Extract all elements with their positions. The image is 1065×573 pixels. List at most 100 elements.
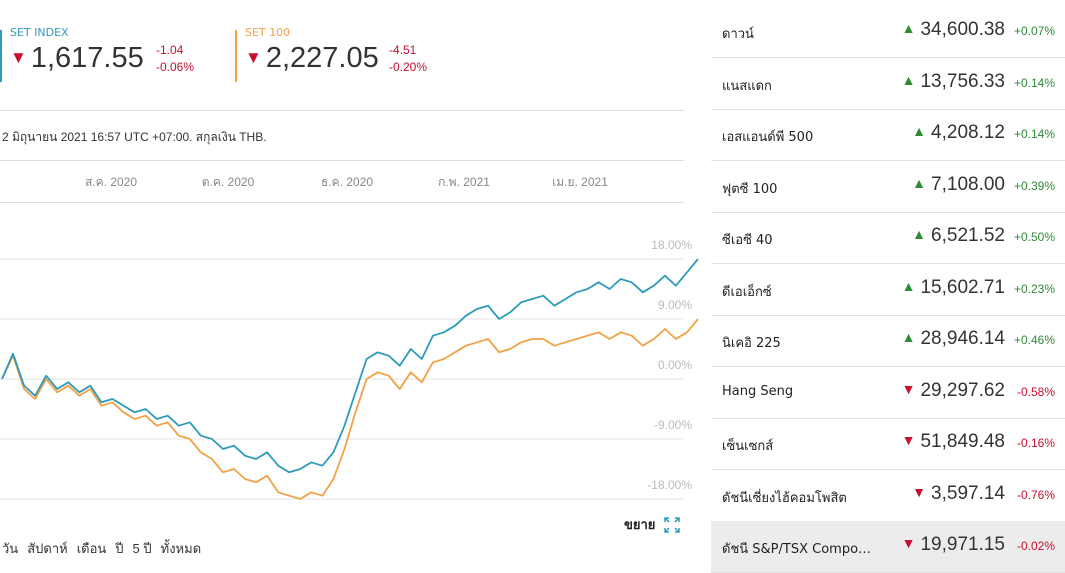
range-day[interactable]: วัน: [2, 541, 19, 556]
market-row[interactable]: ฟุตซี 100 ▲ 7,108.00 +0.39%: [711, 161, 1065, 213]
timestamp-currency-note: 2 มิถุนายน 2021 16:57 UTC +07:00. สกุลเง…: [2, 130, 267, 144]
market-change: -0.76%: [1016, 487, 1055, 502]
divider: [0, 202, 684, 203]
set100-change: -4.51: [389, 43, 417, 57]
market-value: 7,108.00: [931, 173, 1005, 195]
market-name: ดีเอเอ็กซ์: [722, 284, 772, 300]
market-value-wrap: ▲ 15,602.71: [902, 277, 1005, 299]
divider: [0, 110, 684, 111]
market-value: 28,946.14: [920, 328, 1005, 349]
range-week[interactable]: สัปดาห์: [27, 541, 68, 556]
market-change: -0.58%: [1016, 384, 1055, 399]
up-arrow-icon: ▲: [901, 71, 916, 88]
market-value-wrap: ▲ 7,108.00: [912, 174, 1005, 196]
divider: [0, 160, 684, 161]
set-index-value: 1,617.55: [30, 42, 144, 74]
market-name: Hang Seng: [722, 383, 794, 399]
world-markets-list: ดาวน์ ▲ 34,600.38 +0.07% แนสแดก ▲ 13,756.33 +0.…: [711, 0, 1065, 573]
market-value-wrap: ▲ 6,521.52: [912, 225, 1005, 247]
expand-icon: [664, 516, 681, 533]
market-value-wrap: ▲ 13,756.33: [902, 71, 1005, 93]
set-index-color-bar: [0, 30, 2, 82]
market-value-wrap: ▲ 28,946.14: [902, 328, 1005, 350]
market-row[interactable]: ดาวน์ ▲ 34,600.38 +0.07%: [711, 6, 1065, 58]
market-value: 3,597.14: [931, 482, 1005, 504]
market-value: 34,600.38: [920, 19, 1005, 40]
month-label: ธ.ค. 2020: [320, 175, 374, 189]
market-value-wrap: ▼ 19,971.15: [902, 534, 1005, 556]
market-row[interactable]: นิเคอิ 225 ▲ 28,946.14 +0.46%: [711, 315, 1065, 367]
market-value: 15,602.71: [920, 276, 1005, 298]
market-row[interactable]: แนสแดก ▲ 13,756.33 +0.14%: [711, 58, 1065, 110]
market-name: เซ็นเซกส์: [722, 439, 774, 454]
expand-button[interactable]: ขยาย: [624, 514, 681, 535]
market-change: +0.14%: [1013, 127, 1055, 141]
set100-change-wrap: -4.51 -0.20%: [389, 42, 427, 76]
month-label: ส.ค. 2020: [84, 175, 138, 189]
market-value: 29,297.62: [920, 379, 1005, 401]
range-all[interactable]: ทั้งหมด: [160, 541, 202, 556]
set100-series-line: [1, 318, 699, 500]
market-row[interactable]: เซ็นเซกส์ ▼ 51,849.48 -0.16%: [711, 418, 1065, 470]
market-change: +0.39%: [1013, 178, 1055, 193]
performance-line-chart[interactable]: 18.00% 9.00% 0.00% -9.00% -18.00%: [0, 200, 704, 505]
market-name: ดัชนีเซี่ยงไฮ้คอมโพสิต: [722, 490, 847, 506]
month-label: เม.ย. 2021: [552, 175, 608, 189]
up-arrow-icon: ▲: [901, 20, 916, 36]
market-name: นิเคอิ 225: [722, 336, 781, 351]
market-row[interactable]: ดีเอเอ็กซ์ ▲ 15,602.71 +0.23%: [711, 264, 1065, 316]
up-arrow-icon: ▲: [912, 174, 927, 191]
market-value-wrap: ▼ 29,297.62: [902, 380, 1005, 402]
y-tick-label: 9.00%: [658, 298, 692, 312]
market-value: 13,756.33: [920, 70, 1005, 92]
down-arrow-icon: ▼: [901, 535, 916, 551]
up-arrow-icon: ▲: [912, 123, 927, 139]
range-month[interactable]: เดือน: [76, 541, 107, 556]
market-value: 51,849.48: [920, 431, 1005, 452]
set100-value-wrap: ▼ 2,227.05: [245, 42, 379, 75]
set-index-name: SET INDEX: [10, 26, 69, 39]
market-value: 4,208.12: [931, 122, 1005, 143]
down-arrow-icon: ▼: [912, 483, 927, 500]
market-change: +0.07%: [1013, 24, 1055, 38]
set100-color-bar: [235, 30, 237, 82]
set-index-change-pct: -0.06%: [156, 60, 195, 74]
market-change: -0.16%: [1016, 436, 1055, 450]
y-tick-label: -9.00%: [654, 418, 692, 432]
market-change: +0.50%: [1013, 230, 1055, 244]
market-name: เอสแอนด์พี 500: [722, 130, 814, 145]
set-index-series-line: [1, 258, 699, 474]
down-arrow-icon: ▼: [901, 432, 916, 448]
index-chart-panel: SET INDEX ▼ 1,617.55 -1.04 -0.06% SET 100…: [0, 26, 704, 559]
month-label: ก.พ. 2021: [438, 175, 490, 189]
set-index-change-wrap: -1.04 -0.06%: [156, 42, 194, 76]
market-change: +0.23%: [1013, 281, 1055, 296]
market-row[interactable]: ซีเอซี 40 ▲ 6,521.52 +0.50%: [711, 212, 1065, 264]
range-5y[interactable]: 5 ปี: [132, 541, 152, 556]
y-tick-label: 18.00%: [651, 238, 692, 252]
set-index-value-wrap: ▼ 1,617.55: [10, 42, 144, 75]
down-arrow-icon: ▼: [10, 48, 27, 67]
expand-label: ขยาย: [624, 518, 656, 533]
set100-value: 2,227.05: [265, 42, 379, 74]
market-change: -0.02%: [1016, 539, 1055, 553]
market-row[interactable]: ดัชนีเซี่ยงไฮ้คอมโพสิต ▼ 3,597.14 -0.76%: [711, 470, 1065, 522]
market-name: ฟุตซี 100: [722, 181, 778, 197]
market-row[interactable]: ดัชนี S&P/TSX Composite ▼ 19,971.15 -0.02%: [711, 521, 1065, 573]
down-arrow-icon: ▼: [245, 48, 262, 67]
y-tick-label: -18.00%: [647, 478, 692, 492]
set-index-change: -1.04: [156, 43, 184, 57]
market-name: ซีเอซี 40: [722, 233, 773, 248]
market-name: ดาวน์: [722, 27, 754, 42]
market-value-wrap: ▼ 3,597.14: [912, 483, 1005, 505]
range-year[interactable]: ปี: [115, 541, 124, 556]
market-value-wrap: ▲ 4,208.12: [912, 122, 1005, 144]
market-name: ดัชนี S&P/TSX Composite: [722, 542, 877, 557]
up-arrow-icon: ▲: [901, 329, 916, 345]
month-label: ต.ค. 2020: [201, 175, 255, 189]
market-name: แนสแดก: [722, 78, 772, 94]
time-range-selector: วัน สัปดาห์ เดือน ปี 5 ปี ทั้งหมด: [2, 538, 201, 559]
down-arrow-icon: ▼: [901, 380, 916, 397]
market-row[interactable]: Hang Seng ▼ 29,297.62 -0.58%: [711, 367, 1065, 419]
market-row[interactable]: เอสแอนด์พี 500 ▲ 4,208.12 +0.14%: [711, 109, 1065, 161]
